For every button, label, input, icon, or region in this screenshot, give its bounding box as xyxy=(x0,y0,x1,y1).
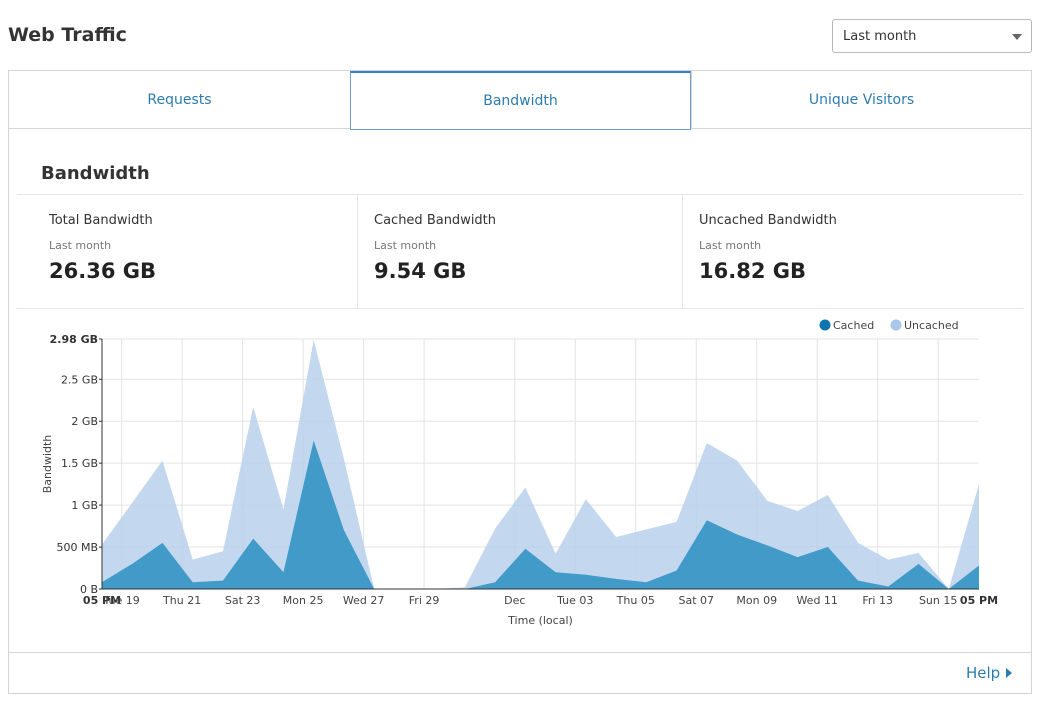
tab-bandwidth[interactable]: Bandwidth xyxy=(350,71,691,130)
x-tick-label: Tue 19 xyxy=(103,594,140,607)
stat-period: Last month xyxy=(699,239,762,252)
y-axis-title: Bandwidth xyxy=(41,435,54,494)
metric-tabs: Requests Bandwidth Unique Visitors xyxy=(9,71,1031,130)
bandwidth-chart-svg: 0 B 500 MB 1 GB 1.5 GB 2 GB 2.5 GB 2.98 GB 05 P… xyxy=(41,319,998,627)
x-tick-label: Sun 15 xyxy=(919,594,957,607)
series-area-cached xyxy=(102,440,979,589)
x-tick-label: 05 PM xyxy=(83,594,121,607)
divider xyxy=(17,194,1023,195)
x-tick-label: Mon 25 xyxy=(283,594,324,607)
traffic-card: Requests Bandwidth Unique Visitors Bandw… xyxy=(8,70,1032,694)
divider xyxy=(17,308,1023,309)
y-tick-label: 2.98 GB xyxy=(50,333,98,346)
divider xyxy=(9,652,1031,653)
x-tick-label: Thu 21 xyxy=(162,594,201,607)
caret-right-icon xyxy=(1006,668,1013,678)
legend-label-uncached: Uncached xyxy=(904,319,959,332)
x-tick-label: Wed 11 xyxy=(796,594,837,607)
legend-label-cached: Cached xyxy=(833,319,874,332)
x-tick-label: 05 PM xyxy=(960,594,998,607)
divider xyxy=(357,195,358,309)
stat-label: Cached Bandwidth xyxy=(374,213,497,228)
time-range-value: Last month xyxy=(843,29,917,44)
help-label: Help xyxy=(966,664,1001,682)
time-range-select[interactable]: Last month xyxy=(832,19,1032,53)
x-tick-label: Sat 07 xyxy=(678,594,714,607)
section-title: Bandwidth xyxy=(41,163,150,184)
legend-swatch-uncached xyxy=(890,319,902,331)
x-axis-title: Time (local) xyxy=(507,614,573,627)
page-title: Web Traffic xyxy=(8,24,127,46)
series-area-uncached xyxy=(102,339,979,589)
divider xyxy=(682,195,683,309)
stat-period: Last month xyxy=(49,239,112,252)
tab-requests[interactable]: Requests xyxy=(147,92,212,108)
x-tick-label: Mon 09 xyxy=(736,594,777,607)
x-tick-label: Dec xyxy=(504,594,525,607)
stat-value: 16.82 GB xyxy=(699,259,806,283)
y-tick-label: 1 GB xyxy=(71,499,98,512)
chevron-down-icon xyxy=(1012,34,1022,40)
x-tick-label: Sat 23 xyxy=(225,594,261,607)
x-tick-label: Tue 03 xyxy=(556,594,593,607)
bandwidth-chart: 0 B 500 MB 1 GB 1.5 GB 2 GB 2.5 GB 2.98 GB 05 P… xyxy=(9,311,1031,651)
y-tick-label: 2.5 GB xyxy=(61,373,98,386)
stat-value: 9.54 GB xyxy=(374,259,467,283)
help-link[interactable]: Help xyxy=(966,664,1013,682)
y-tick-label: 0 B xyxy=(80,583,98,596)
tab-unique-visitors[interactable]: Unique Visitors xyxy=(691,71,1031,129)
y-tick-label: 500 MB xyxy=(56,541,98,554)
y-tick-label: 1.5 GB xyxy=(61,457,98,470)
stat-value: 26.36 GB xyxy=(49,259,156,283)
x-tick-label: Thu 05 xyxy=(616,594,655,607)
x-tick-label: Fri 29 xyxy=(409,594,440,607)
x-tick-label: Fri 13 xyxy=(862,594,893,607)
legend-swatch-cached xyxy=(819,319,831,331)
stat-period: Last month xyxy=(374,239,437,252)
stat-label: Total Bandwidth xyxy=(49,213,153,228)
x-tick-label: Wed 27 xyxy=(343,594,384,607)
y-tick-label: 2 GB xyxy=(71,415,98,428)
stat-label: Uncached Bandwidth xyxy=(699,213,837,228)
